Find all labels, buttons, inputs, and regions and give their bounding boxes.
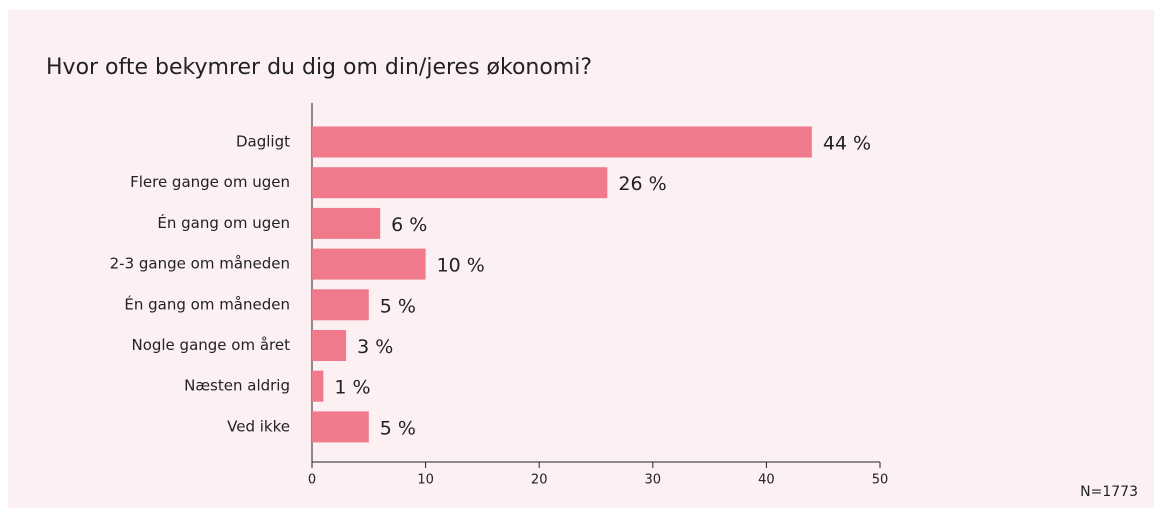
value-label: 10 % — [437, 255, 485, 277]
x-tick-label: 0 — [308, 473, 316, 488]
value-label: 1 % — [334, 377, 370, 399]
chart-title: Hvor ofte bekymrer du dig om din/jeres ø… — [46, 55, 592, 80]
bar — [312, 248, 426, 280]
y-tick-label: Næsten aldrig — [184, 377, 290, 395]
y-tick-label: Én gang om ugen — [157, 213, 290, 232]
bar — [312, 411, 369, 443]
y-tick-label: Dagligt — [236, 133, 290, 151]
bar — [312, 370, 324, 402]
x-tick-label: 30 — [645, 473, 662, 488]
bar — [312, 126, 812, 158]
bar — [312, 289, 369, 321]
bar — [312, 167, 608, 199]
x-tick-label: 20 — [531, 473, 548, 488]
value-label: 44 % — [823, 133, 871, 155]
y-tick-label: Ved ikke — [227, 417, 290, 435]
bar — [312, 207, 381, 239]
value-label: 26 % — [618, 173, 666, 195]
x-tick-label: 50 — [872, 473, 889, 488]
value-label: 5 % — [380, 295, 416, 317]
y-tick-label: Én gang om måneden — [124, 294, 290, 313]
y-tick-label: Nogle gange om året — [131, 336, 290, 354]
x-tick-label: 40 — [758, 473, 775, 488]
y-tick-label: 2-3 gange om måneden — [110, 255, 290, 273]
bar — [312, 330, 347, 361]
note: N=1773 — [1080, 484, 1138, 500]
x-tick-label: 10 — [417, 473, 434, 488]
panel — [8, 10, 1154, 508]
value-label: 6 % — [391, 214, 427, 236]
value-label: 5 % — [380, 417, 416, 439]
y-tick-label: Flere gange om ugen — [130, 173, 290, 191]
value-label: 3 % — [357, 336, 393, 358]
